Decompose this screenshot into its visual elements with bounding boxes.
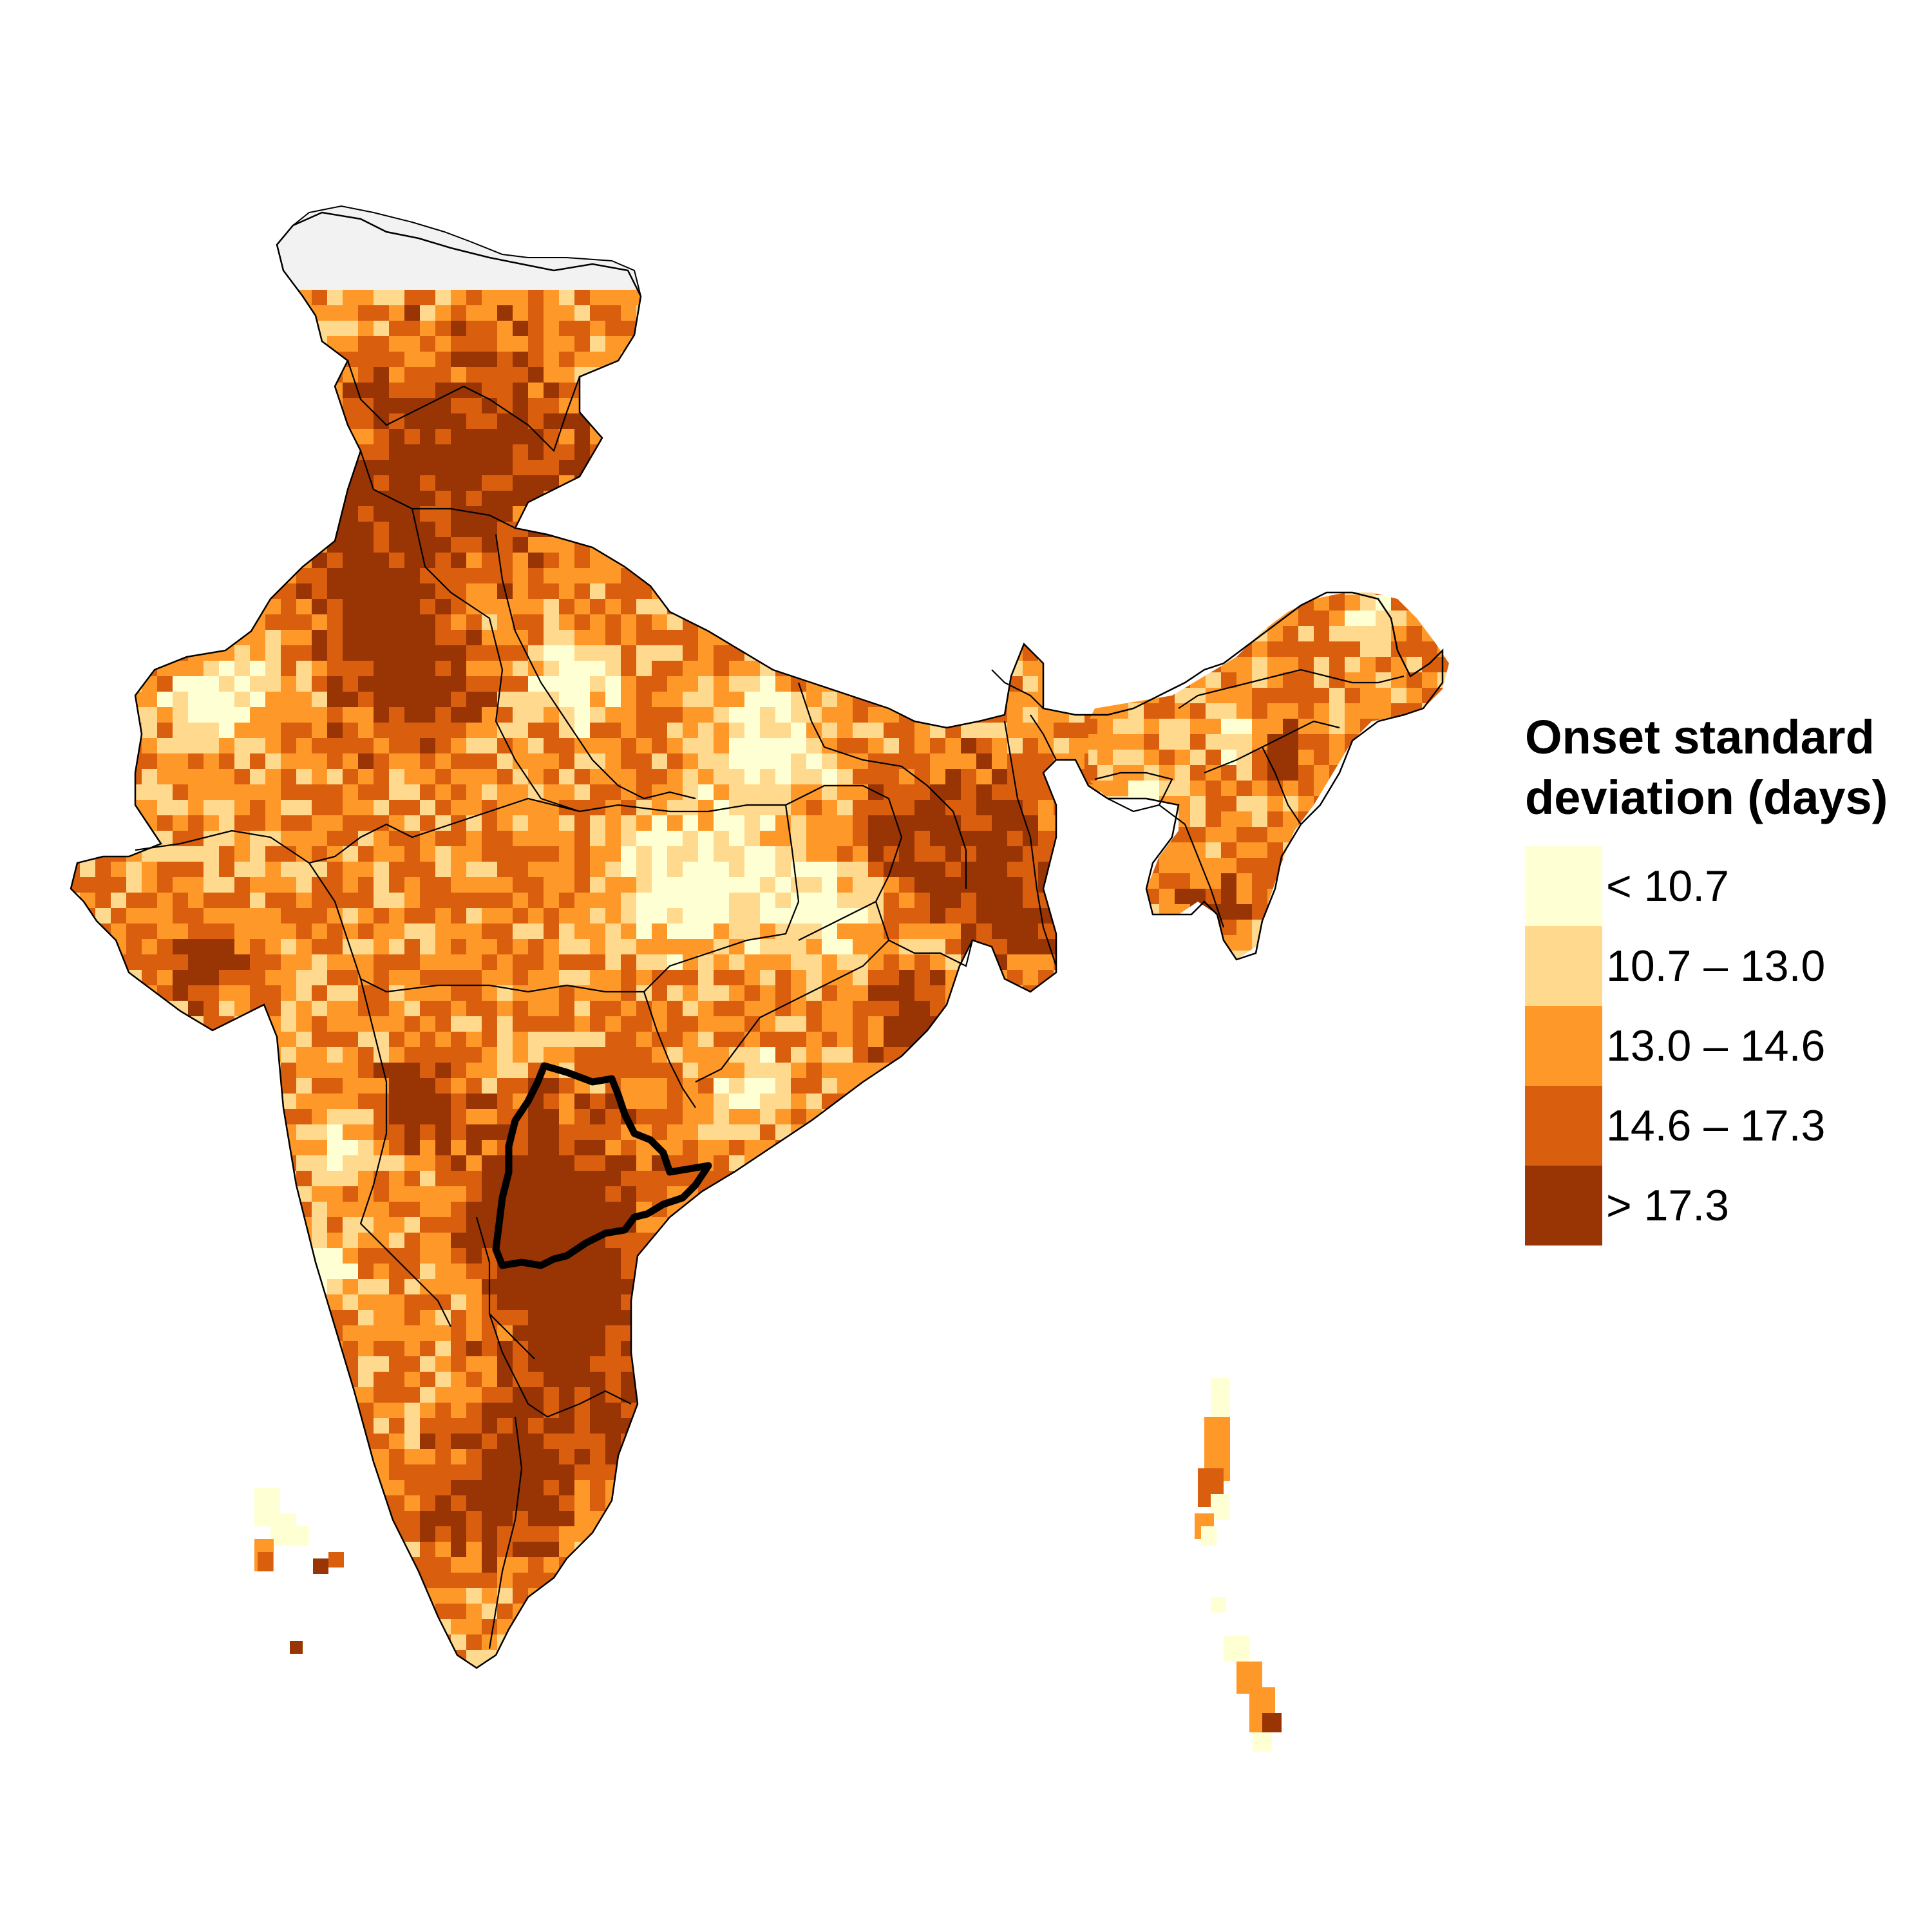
legend-swatch	[1525, 1166, 1602, 1245]
legend-item: 14.6 – 17.3	[1525, 1086, 1924, 1166]
legend-title-line2: deviation (days)	[1525, 771, 1888, 824]
legend-swatch	[1525, 846, 1602, 926]
legend: Onset standard deviation (days) < 10.7 1…	[1525, 707, 1924, 1245]
andaman-nicobar-islands	[1195, 1378, 1282, 1752]
legend-label: < 10.7	[1606, 862, 1729, 911]
legend-swatch	[1525, 926, 1602, 1006]
legend-label: 10.7 – 13.0	[1606, 942, 1826, 990]
legend-item: < 10.7	[1525, 846, 1924, 926]
legend-label: 14.6 – 17.3	[1606, 1101, 1826, 1150]
lakshadweep-islands	[254, 1488, 344, 1654]
legend-swatch	[1525, 1006, 1602, 1086]
highlighted-region-outline	[492, 1062, 712, 1269]
legend-swatch	[1525, 1086, 1602, 1166]
legend-label: > 17.3	[1606, 1181, 1729, 1230]
onset-sd-raster	[71, 290, 1101, 1668]
legend-item: 13.0 – 14.6	[1525, 1006, 1924, 1086]
legend-title-line1: Onset standard	[1525, 710, 1875, 764]
legend-label: 13.0 – 14.6	[1606, 1021, 1826, 1070]
state-boundaries	[135, 360, 1405, 1649]
legend-title: Onset standard deviation (days)	[1525, 707, 1924, 828]
legend-item: 10.7 – 13.0	[1525, 926, 1924, 1006]
islands	[254, 1378, 1282, 1752]
legend-item: > 17.3	[1525, 1166, 1924, 1245]
